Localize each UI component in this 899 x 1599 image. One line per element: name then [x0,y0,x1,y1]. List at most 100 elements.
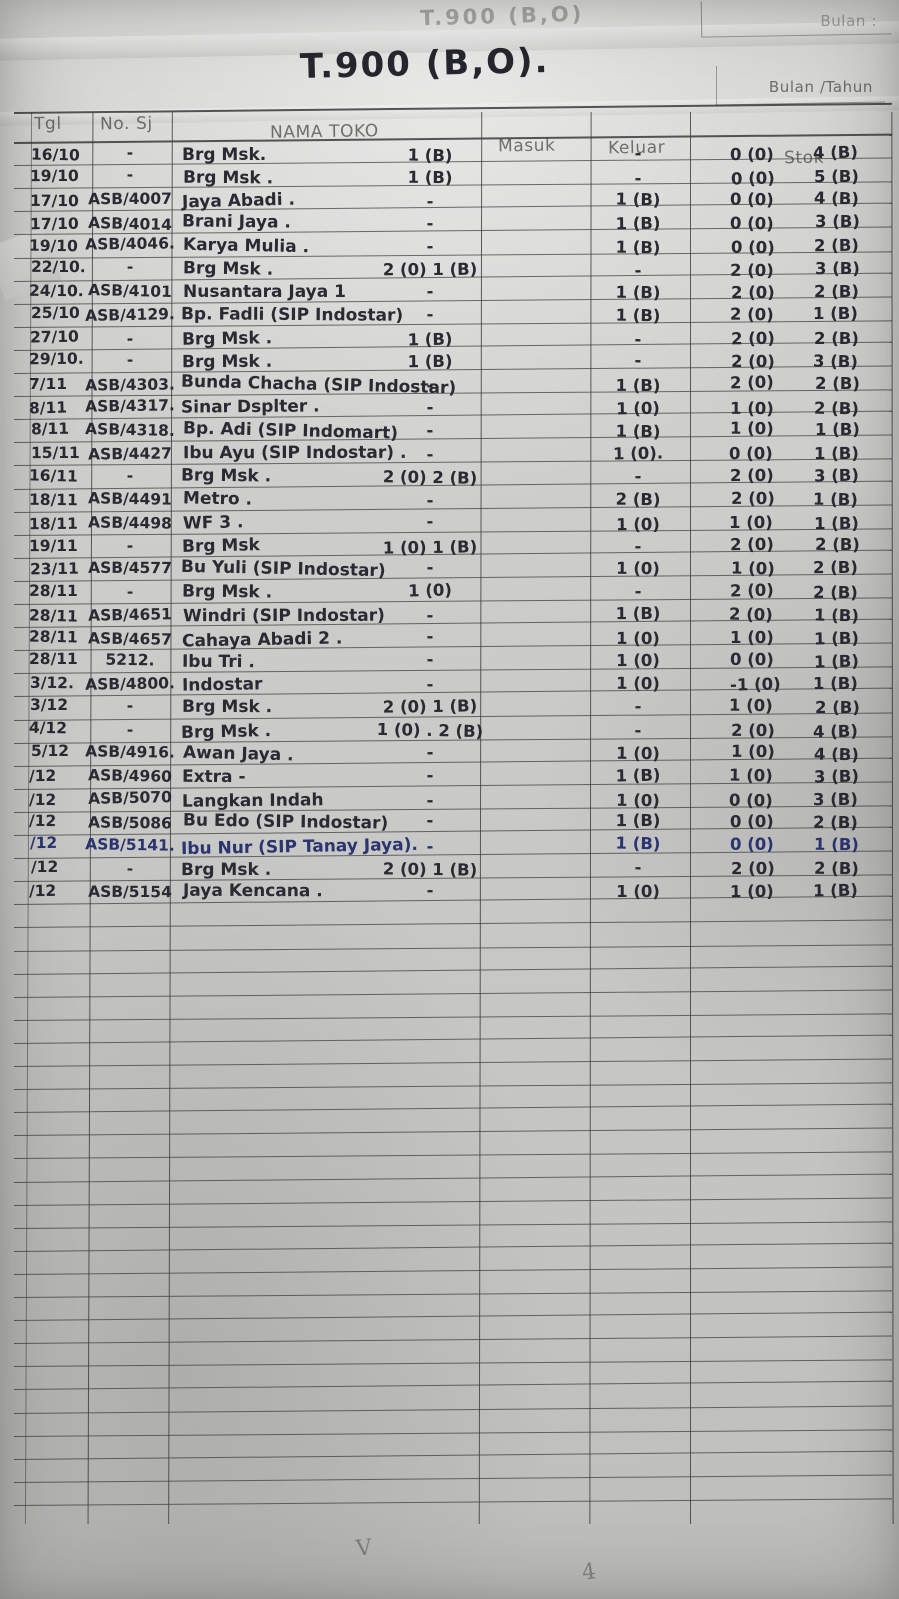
cell-nama-toko: Windri (SIP Indostar) [182,605,385,627]
cell-stok-o: 2 (0) [730,488,775,508]
cell-tgl: 7/11 [29,374,68,393]
cell-stok-o: 1 (0) [731,742,776,762]
cell-keluar: - [634,537,642,557]
cell-keluar: - [634,697,642,717]
cell-masuk: - [426,790,434,810]
cell-keluar: 1 (B) [615,213,661,234]
cell-stok-o: 0 (0) [730,213,775,234]
row-divider [13,1335,892,1345]
cell-no-sj: ASB/4007 [88,190,172,209]
cell-no-sj: ASB/4657 [87,629,173,649]
cell-masuk: - [426,445,434,465]
cell-tgl: 24/10. [29,281,84,301]
cell-no-sj: ASB/4916. [85,742,175,762]
cell-stok-o: 0 (0) [730,167,775,189]
cell-tgl: 8/11 [30,419,70,439]
title-ghost-top: T.900 (B,O) [419,1,585,31]
cell-masuk: 2 (0) 1 (B) [382,259,478,280]
cell-tgl: 18/11 [28,514,78,533]
cell-masuk: 1 (0) . 2 (B) [376,719,484,741]
cell-nama-toko: Brg Msk [181,534,260,557]
cell-no-sj: ASB/4014 [87,213,173,234]
cell-nama-toko: Bu Yuli (SIP Indostar) [181,557,387,582]
cell-stok-b: 4 (B) [813,188,860,209]
cell-stok-b: 3 (B) [812,789,858,809]
cell-stok-b: 1 (B) [813,489,859,510]
cell-no-sj: - [126,536,134,555]
cell-nama-toko: Indostar [181,674,263,697]
cell-stok-o: 1 (0) [729,419,774,439]
cell-nama-toko: Brani Jaya . [181,211,291,234]
cell-keluar: - [634,261,642,281]
row-divider [13,1058,892,1068]
cell-no-sj: ASB/5141. [85,835,175,856]
cell-stok-b: 1 (B) [814,834,860,855]
cell-keluar: 1 (B) [615,237,661,257]
cell-keluar: 1 (B) [615,189,661,210]
row-divider [13,1173,892,1183]
bulan-box-divider [716,66,717,106]
cell-keluar: 2 (B) [615,489,661,510]
cell-tgl: 3/12 [29,695,68,714]
cell-tgl: 8/11 [28,398,68,418]
cell-stok-o: 1 (0) [729,881,774,902]
cell-masuk: - [426,214,434,234]
row-divider [13,1221,892,1229]
cell-keluar: 1 (0) [616,651,660,671]
table-top-border [13,102,892,114]
row-divider [13,1151,892,1160]
cell-no-sj: ASB/4800. [85,674,175,695]
cell-stok-o: 0 (0) [728,443,773,463]
cell-stok-o: 0 (0) [728,790,773,810]
cell-stok-o: 2 (0) [731,352,776,372]
cell-stok-o: 1 (0) [729,399,774,419]
cell-stok-o: 2 (0) [729,304,774,325]
cell-keluar: 1 (0) [615,790,661,811]
cell-keluar: 1 (0) [615,514,661,534]
cell-keluar: 1 (0) [616,881,660,901]
row-divider [13,1474,892,1484]
cell-tgl: 5/12 [30,742,69,761]
cell-no-sj: ASB/4046. [85,234,175,254]
cell-no-sj: ASB/4960 [87,766,173,787]
bulan-label-top: Bulan : [820,12,877,30]
cell-tgl: 25/10 [31,304,81,323]
cell-stok-o: 2 (0) [729,534,774,555]
cell-stok-b: 2 (B) [814,328,859,348]
cell-stok-b: 1 (B) [813,444,859,464]
cell-masuk: - [426,191,434,211]
cell-stok-o: 0 (0) [730,144,774,164]
row-divider [13,1127,892,1137]
cell-tgl: 15/11 [30,444,80,463]
cell-nama-toko: Cahaya Abadi 2 . [181,628,343,652]
cell-nama-toko: Langkan Indah [182,789,325,812]
row-divider [13,1290,892,1299]
cell-no-sj: ASB/4318. [84,420,176,441]
cell-keluar: - [634,582,642,602]
header-no-sj: No. Sj [99,113,153,135]
cell-stok-b: 4 (B) [813,744,859,765]
cell-no-sj: ASB/4498 [87,513,173,533]
cell-keluar: 1 (0) [615,398,661,418]
cell-keluar: - [634,168,642,188]
cell-masuk: - [426,511,434,531]
cell-no-sj: ASB/4317. [85,395,175,416]
cell-masuk: 1 (B) [407,167,453,188]
cell-nama-toko: Brg Msk . [181,581,273,603]
cell-keluar: 1 (B) [615,833,661,854]
cell-tgl: 19/10 [28,236,78,256]
row-divider [13,1450,892,1460]
cell-stok-b: 3 (B) [813,766,860,787]
cell-masuk: - [426,398,434,418]
cell-tgl: /12 [29,834,57,853]
cell-nama-toko: Brg Msk . [181,465,272,486]
cell-stok-o: 2 (0) [730,465,775,485]
cell-stok-b: 5 (B) [814,167,860,187]
cell-no-sj: - [126,351,134,370]
cell-masuk: 1 (0) [407,580,453,601]
cell-stok-o: 1 (0) [730,558,775,579]
cell-nama-toko: Awan Jaya . [182,742,294,766]
cell-stok-b: 2 (B) [812,557,858,578]
cell-no-sj: - [126,329,134,349]
